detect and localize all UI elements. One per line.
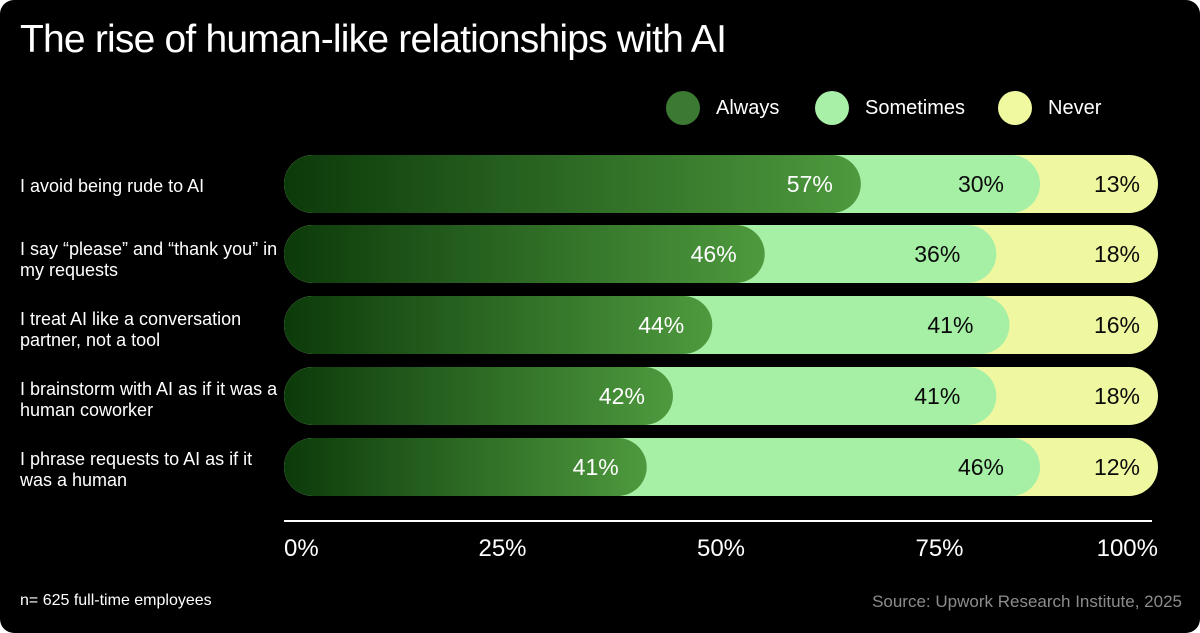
bar-always-3 xyxy=(284,367,673,425)
label-never-3: 18% xyxy=(1094,383,1140,409)
label-sometimes-4: 46% xyxy=(958,454,1004,480)
row-label-0: I avoid being rude to AI xyxy=(20,176,205,196)
label-always-2: 44% xyxy=(638,312,684,338)
label-sometimes-3: 41% xyxy=(914,383,960,409)
label-always-0: 57% xyxy=(787,171,833,197)
row-label-3: I brainstorm with AI as if it was a huma… xyxy=(20,379,278,420)
legend-label-never: Never xyxy=(1048,96,1102,119)
legend-label-always: Always xyxy=(716,96,780,119)
legend-item-sometimes: Sometimes xyxy=(815,90,965,126)
legend-item-always: Always xyxy=(666,90,779,126)
legend-swatch-sometimes xyxy=(815,91,849,125)
legend-label-sometimes: Sometimes xyxy=(865,96,966,119)
legend-swatch-always xyxy=(666,91,700,125)
legend-item-never: Never xyxy=(998,90,1101,126)
chart-title: The rise of human-like relationships wit… xyxy=(20,18,727,61)
bar-always-0 xyxy=(284,155,861,213)
label-sometimes-1: 36% xyxy=(914,241,960,267)
label-always-3: 42% xyxy=(599,383,645,409)
row-label-2: I treat AI like a conversation partner, … xyxy=(20,309,242,350)
x-tick-label-1: 25% xyxy=(478,535,526,562)
label-never-0: 13% xyxy=(1094,171,1140,197)
bar-always-4 xyxy=(284,438,647,496)
label-sometimes-0: 30% xyxy=(958,171,1004,197)
x-tick-label-2: 50% xyxy=(697,535,745,562)
x-tick-label-4: 100% xyxy=(1097,535,1158,562)
bar-always-2 xyxy=(284,296,713,354)
x-tick-label-0: 0% xyxy=(284,535,319,562)
legend-swatch-never xyxy=(998,91,1032,125)
row-label-4: I phrase requests to AI as if it was a h… xyxy=(20,449,253,490)
label-always-4: 41% xyxy=(573,454,619,480)
label-never-2: 16% xyxy=(1094,312,1140,338)
source-note: Source: Upwork Research Institute, 2025 xyxy=(872,592,1182,611)
row-label-1: I say “please” and “thank you” in my req… xyxy=(20,239,278,280)
x-tick-label-3: 75% xyxy=(915,535,963,562)
label-sometimes-2: 41% xyxy=(927,312,973,338)
label-never-4: 12% xyxy=(1094,454,1140,480)
chart-legend: Always Sometimes Never xyxy=(0,90,1200,126)
sample-size-note: n= 625 full-time employees xyxy=(20,592,212,609)
bar-always-1 xyxy=(284,225,765,283)
label-always-1: 46% xyxy=(691,241,737,267)
label-never-1: 18% xyxy=(1094,241,1140,267)
